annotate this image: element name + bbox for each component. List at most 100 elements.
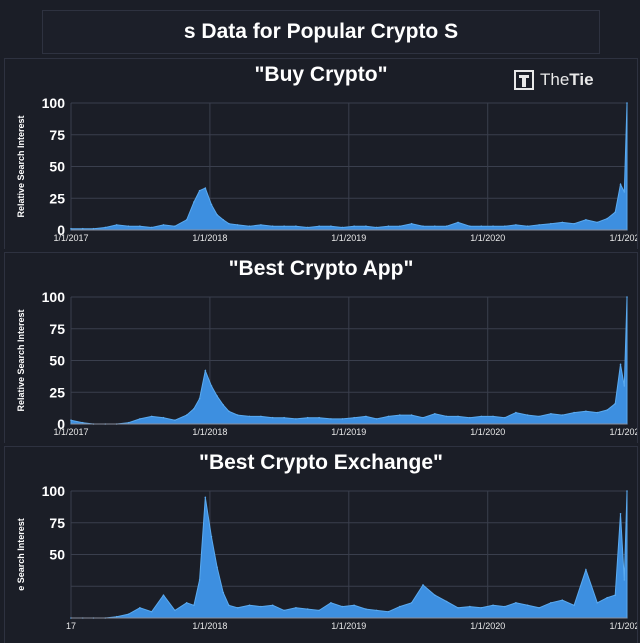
y-tick-label: 75 bbox=[49, 127, 65, 143]
data-point bbox=[318, 416, 320, 419]
y-tick-label: 25 bbox=[49, 190, 65, 206]
data-point bbox=[341, 605, 344, 608]
data-point bbox=[469, 225, 471, 227]
data-point bbox=[330, 225, 332, 227]
data-point bbox=[375, 609, 378, 612]
data-point bbox=[399, 225, 401, 227]
data-point bbox=[115, 615, 118, 618]
data-point bbox=[353, 604, 355, 607]
x-tick-label: 1/1/2017 bbox=[53, 233, 88, 243]
data-point bbox=[150, 226, 153, 229]
data-point bbox=[198, 579, 201, 581]
data-point bbox=[538, 607, 540, 609]
data-point bbox=[515, 224, 517, 226]
data-point bbox=[222, 591, 225, 594]
chart-best-crypto-exchange: 100 75 50 17 1/1/2018 1/1/2019 1/1/2020 1/1/202… bbox=[16, 483, 637, 631]
y-tick-label: 0 bbox=[57, 416, 65, 432]
y-tick-label: 100 bbox=[42, 483, 66, 499]
data-point bbox=[596, 221, 599, 224]
data-point bbox=[573, 411, 575, 414]
data-point bbox=[353, 416, 355, 419]
data-point bbox=[185, 601, 188, 604]
data-point bbox=[222, 219, 225, 221]
chart-panel-best-crypto-app: "Best Crypto App" 100 75 50 25 0 1/1/2017 1/1/… bbox=[4, 252, 638, 443]
data-point bbox=[606, 596, 609, 599]
y-tick-label: 100 bbox=[42, 289, 66, 305]
data-point bbox=[626, 296, 628, 298]
data-point bbox=[422, 225, 424, 227]
chart-title: "Best Crypto Exchange" bbox=[199, 451, 443, 474]
data-point bbox=[193, 407, 195, 410]
y-axis-label: Relative Search Interest bbox=[16, 115, 26, 217]
data-point bbox=[306, 608, 309, 610]
data-point bbox=[139, 607, 141, 609]
x-tick-label: 1/1/2020 bbox=[470, 621, 505, 631]
data-point bbox=[469, 605, 471, 608]
data-point bbox=[295, 418, 297, 420]
data-point bbox=[538, 415, 540, 418]
data-point bbox=[434, 413, 436, 415]
data-point bbox=[139, 418, 141, 420]
data-point bbox=[283, 609, 285, 612]
x-tick-label: 1/1/2019 bbox=[331, 233, 366, 243]
y-tick-label: 75 bbox=[49, 515, 65, 531]
data-point bbox=[318, 225, 320, 227]
data-point bbox=[480, 415, 483, 418]
data-point bbox=[174, 225, 176, 227]
data-point bbox=[260, 415, 262, 418]
data-point bbox=[271, 225, 274, 227]
data-point bbox=[127, 421, 130, 424]
data-point bbox=[422, 416, 424, 419]
data-point bbox=[626, 102, 628, 104]
data-point bbox=[550, 601, 552, 604]
data-point bbox=[236, 414, 239, 416]
data-point bbox=[271, 416, 274, 419]
y-axis-label: e Search Interest bbox=[16, 518, 26, 591]
data-point bbox=[81, 227, 84, 230]
data-point bbox=[526, 604, 529, 607]
data-point bbox=[248, 225, 251, 227]
y-tick-label: 100 bbox=[42, 95, 66, 111]
data-point bbox=[492, 415, 494, 418]
data-point bbox=[295, 225, 297, 227]
data-point bbox=[210, 535, 213, 538]
data-point bbox=[228, 222, 230, 225]
data-point bbox=[457, 415, 459, 418]
x-tick-label: 1/1/2021 bbox=[609, 621, 637, 631]
data-point bbox=[526, 414, 529, 416]
data-point bbox=[330, 418, 332, 420]
x-tick-label: 17 bbox=[66, 621, 76, 631]
data-point bbox=[504, 225, 506, 227]
data-point bbox=[596, 411, 599, 414]
data-point bbox=[127, 613, 130, 615]
data-point bbox=[623, 579, 626, 581]
data-point bbox=[365, 415, 367, 418]
data-point bbox=[422, 584, 424, 586]
header-box: s Data for Popular Crypto S bbox=[42, 10, 600, 54]
data-point bbox=[492, 225, 494, 227]
data-point bbox=[614, 594, 617, 596]
data-point bbox=[353, 225, 355, 227]
data-point bbox=[585, 410, 587, 413]
data-point bbox=[606, 409, 609, 411]
data-point bbox=[228, 410, 230, 413]
data-point bbox=[174, 419, 176, 421]
data-point bbox=[92, 227, 95, 230]
data-point bbox=[127, 225, 130, 227]
data-point bbox=[375, 418, 378, 420]
data-point bbox=[162, 416, 165, 419]
y-tick-label: 25 bbox=[49, 384, 65, 400]
data-point bbox=[210, 385, 213, 387]
data-point bbox=[193, 604, 195, 607]
data-point bbox=[457, 607, 459, 609]
series-area bbox=[70, 296, 628, 425]
x-tick-label: 1/1/2020 bbox=[470, 233, 505, 243]
data-point bbox=[550, 222, 552, 225]
data-point bbox=[318, 609, 320, 612]
data-point bbox=[434, 225, 436, 227]
data-point bbox=[162, 224, 165, 226]
x-tick-label: 1/1/2018 bbox=[192, 233, 227, 243]
data-point bbox=[538, 224, 540, 226]
data-point bbox=[185, 219, 188, 221]
data-point bbox=[375, 226, 378, 229]
